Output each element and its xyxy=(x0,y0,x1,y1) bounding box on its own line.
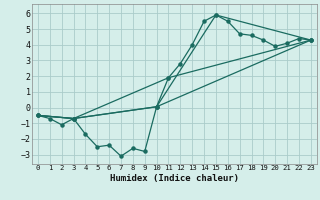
X-axis label: Humidex (Indice chaleur): Humidex (Indice chaleur) xyxy=(110,174,239,183)
